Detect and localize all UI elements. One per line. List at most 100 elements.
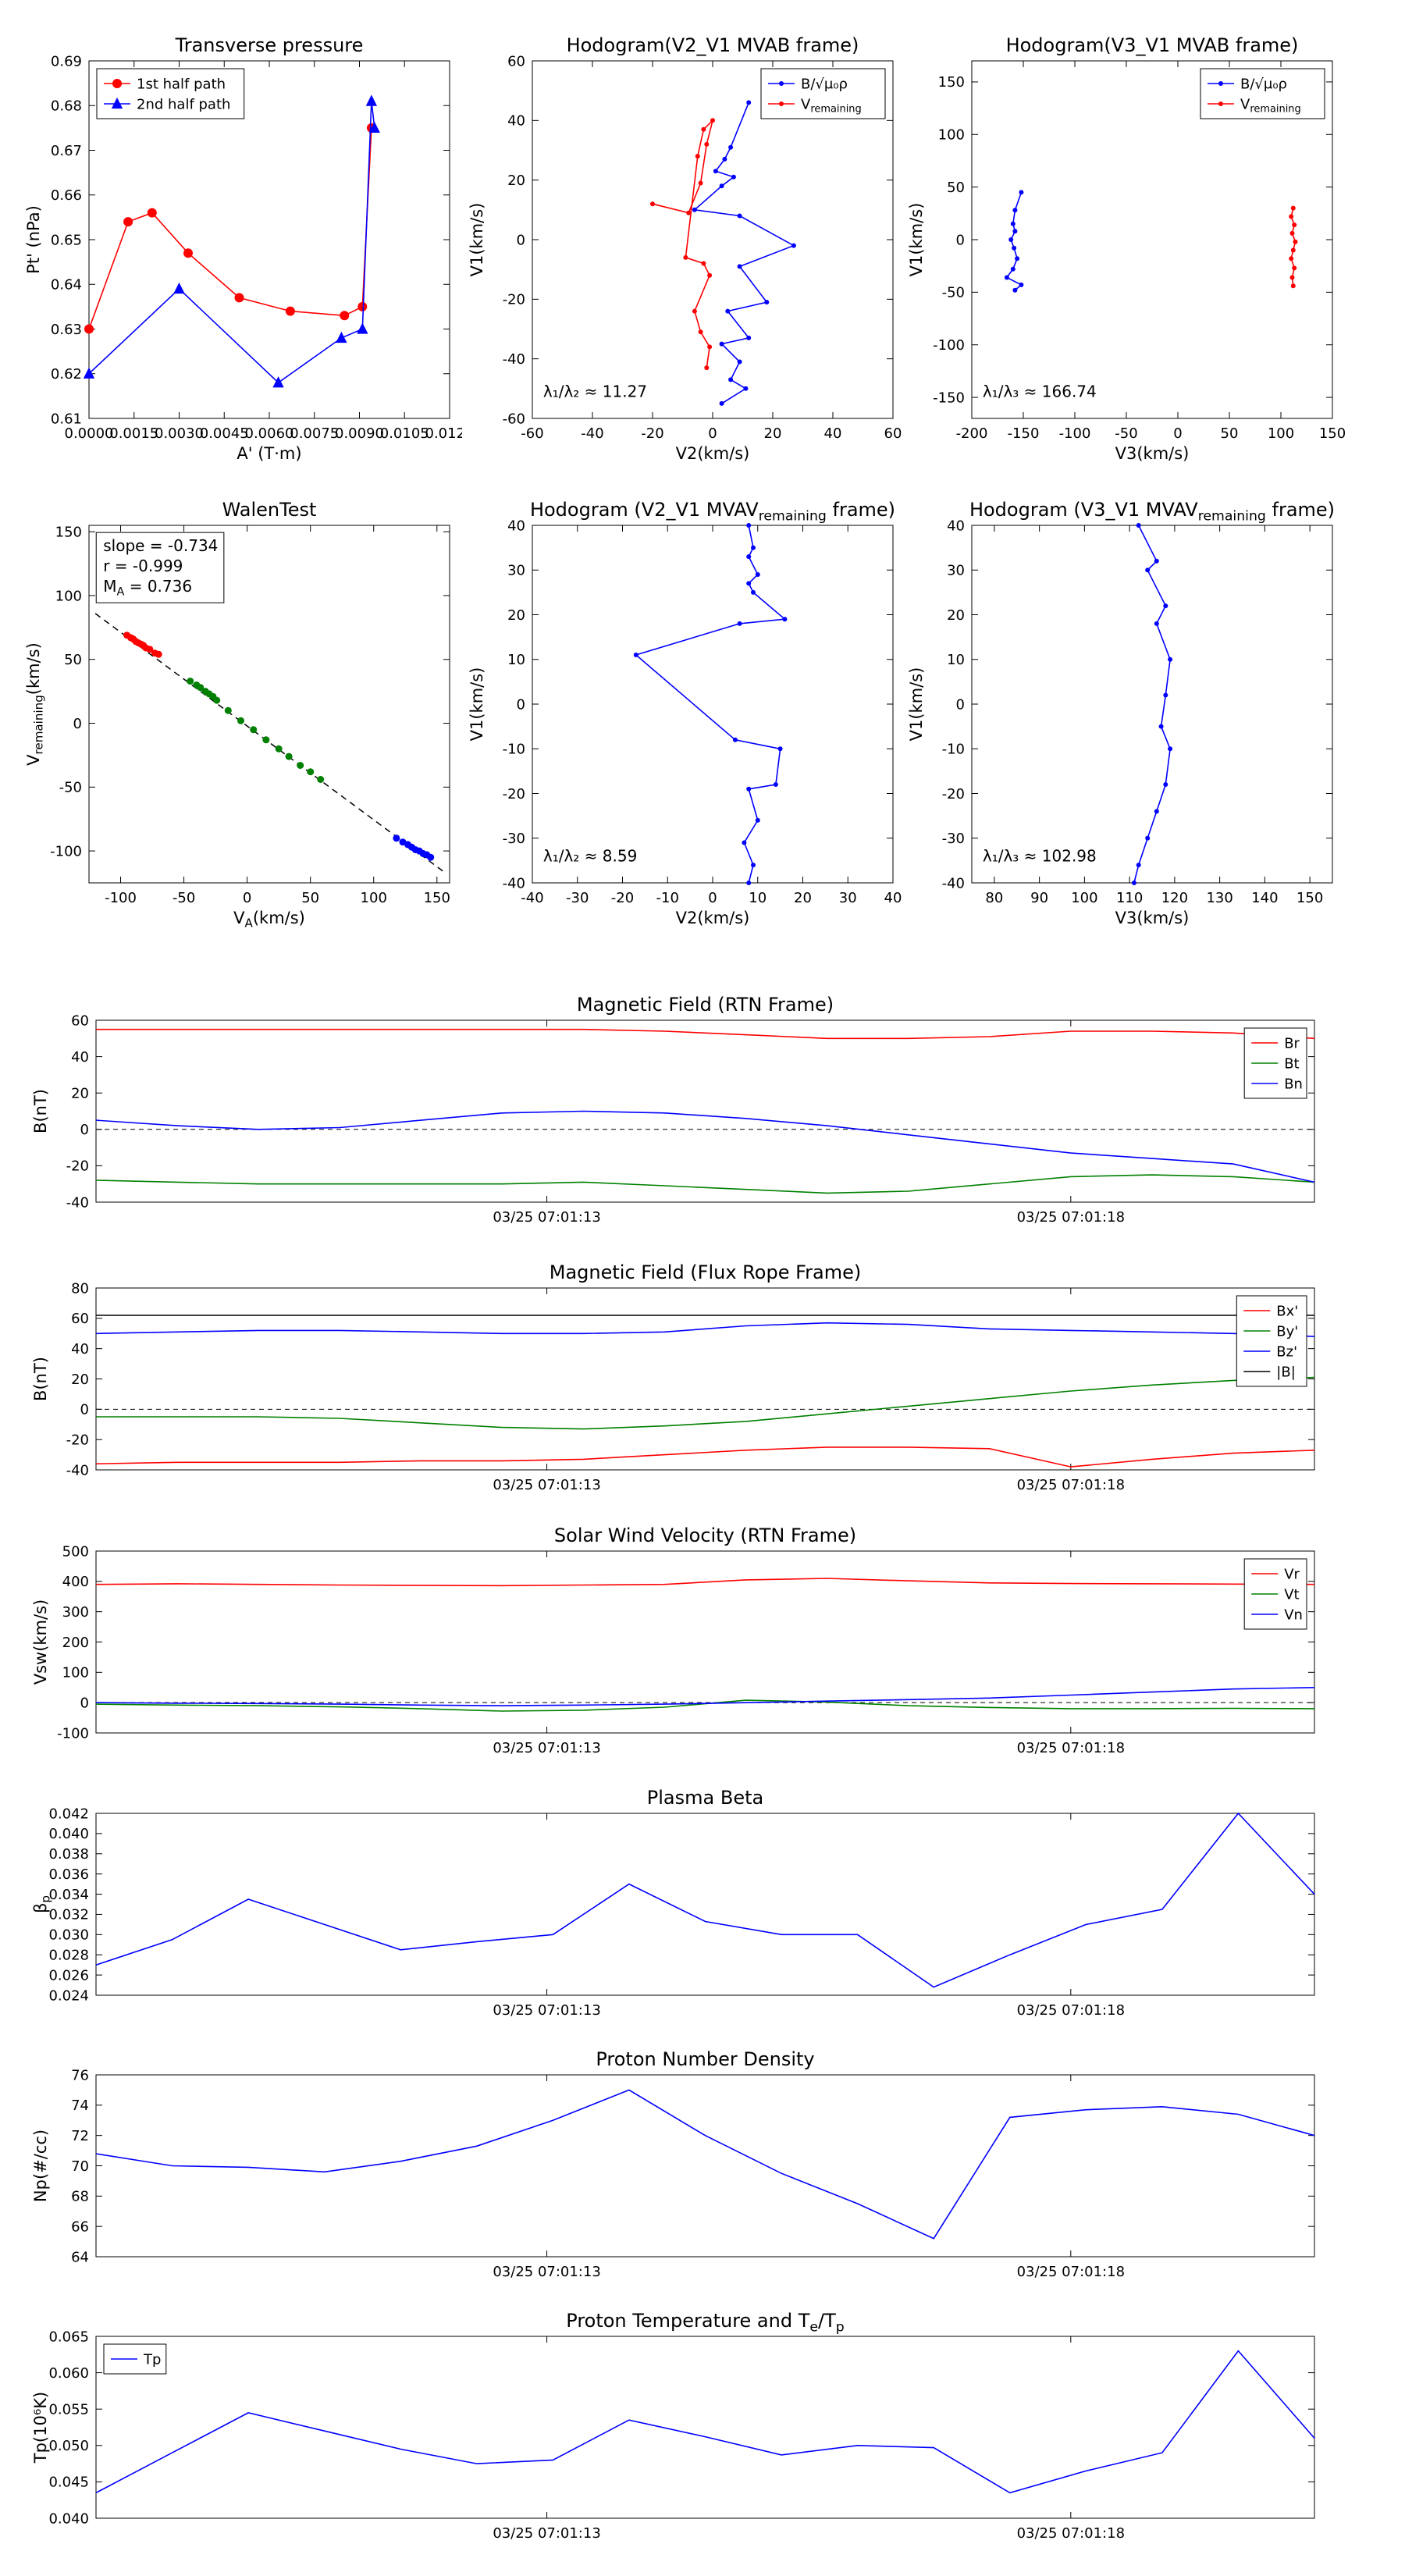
x-tick-label: -50 — [173, 890, 195, 906]
x-tick-label: 0.0075 — [290, 425, 339, 442]
axes-frame — [95, 1287, 1315, 1471]
series-marker — [1145, 568, 1151, 573]
series-marker — [746, 581, 752, 586]
series-marker — [1293, 239, 1298, 244]
chart-title: Solar Wind Velocity (RTN Frame) — [554, 1525, 856, 1546]
series-marker — [737, 213, 742, 219]
y-tick-label: -20 — [66, 1432, 89, 1448]
y-tick-label: -100 — [57, 1725, 89, 1742]
series-marker — [755, 817, 760, 823]
x-tick-label: -50 — [1115, 425, 1137, 442]
y-tick-label: -40 — [503, 351, 525, 368]
y-tick-label: 40 — [71, 1049, 89, 1066]
chart-svg-hodogram-v3v1-mvab: -200 -150 -100 -50 0 50 100 150 -150 -100 -50 0 50 10… — [907, 34, 1345, 463]
x-tick-label: 100 — [361, 890, 387, 906]
series-marker — [187, 678, 194, 685]
annotation-line: r = -0.999 — [103, 557, 183, 575]
chart-svg-vsw-rtn: 03/25 07:01:13 03/25 07:01:18 -100 0 100 200 3… — [31, 1525, 1315, 1756]
series-marker — [686, 210, 692, 215]
annotation-line: slope = -0.734 — [103, 536, 218, 555]
axes-frame — [95, 2074, 1315, 2258]
x-tick-label: 0 — [708, 425, 717, 442]
series-marker — [707, 272, 713, 278]
series-marker — [340, 311, 350, 321]
series-marker — [1010, 221, 1016, 226]
series-marker — [698, 329, 703, 335]
y-tick-label: 20 — [507, 607, 525, 624]
legend-label: B/√μ₀ρ — [1240, 76, 1287, 92]
y-tick-label: 300 — [62, 1604, 89, 1621]
legend-label: Vr — [1284, 1566, 1300, 1582]
series-marker — [719, 400, 724, 406]
x-tick-label: 100 — [1268, 425, 1294, 442]
y-tick-label: -20 — [942, 786, 965, 802]
y-axis-label: Pt' (nPa) — [24, 205, 43, 274]
y-axis-label: Vsw(km/s) — [31, 1599, 50, 1685]
series-marker — [779, 81, 784, 86]
y-tick-label: -10 — [942, 742, 965, 758]
series-marker — [650, 201, 655, 207]
series-marker — [275, 745, 283, 753]
series-marker — [111, 97, 123, 109]
series-marker — [732, 737, 738, 742]
x-tick-label: 100 — [1071, 890, 1097, 906]
series-marker — [1154, 558, 1159, 564]
series-marker — [751, 545, 756, 550]
series-line-Bz' — [95, 1322, 1315, 1337]
x-tick-label: 0 — [708, 890, 717, 906]
chart-svg-mag-rtn: 03/25 07:01:13 03/25 07:01:18 -40 -20 0 20 40 6… — [31, 994, 1315, 1226]
y-tick-label: 0.66 — [51, 187, 82, 204]
x-tick-label: 90 — [1030, 890, 1048, 906]
x-tick-label: 03/25 07:01:13 — [493, 1740, 600, 1756]
y-tick-label: 40 — [947, 518, 965, 534]
series-line-Bx' — [95, 1446, 1315, 1468]
y-tick-label: 0.69 — [51, 53, 82, 69]
chart-magnetic-field-fluxrope: 03/25 07:01:13 03/25 07:01:18 -40 -20 0 20 40 6… — [22, 1258, 1324, 1495]
y-tick-label: 60 — [71, 1012, 89, 1029]
y-tick-label: 50 — [64, 652, 82, 668]
series-marker — [1292, 222, 1297, 228]
chart-svg-hodogram-v2v1-mvab: -60 -40 -20 0 20 40 60 -60 -40 -20 0 20 40 60 λ₁/λ₂ ≈ … — [468, 34, 902, 463]
chart-title: Hodogram(V3_V1 MVAB frame) — [1006, 34, 1299, 56]
y-tick-label: 20 — [947, 607, 965, 624]
series-marker — [728, 144, 734, 150]
x-tick-label: 03/25 07:01:13 — [493, 2525, 600, 2542]
series-marker — [146, 646, 154, 653]
series-marker — [237, 717, 244, 724]
x-tick-label: 10 — [749, 890, 767, 906]
x-tick-label: -200 — [956, 425, 988, 442]
x-tick-label: 20 — [794, 890, 812, 906]
y-tick-label: 0 — [73, 716, 82, 732]
y-tick-label: -50 — [59, 780, 82, 796]
series-marker — [777, 746, 783, 752]
x-tick-label: -20 — [611, 890, 634, 906]
series-marker — [1019, 190, 1024, 195]
chart-proton-number-density: 03/25 07:01:13 03/25 07:01:18 64 66 68 70 72 74… — [22, 2045, 1324, 2282]
y-tick-label: 200 — [62, 1635, 89, 1651]
y-tick-label: 500 — [62, 1543, 89, 1560]
axes-frame — [88, 60, 450, 419]
series-marker — [746, 523, 752, 528]
series-marker — [1008, 237, 1014, 242]
annotation-box — [95, 532, 225, 603]
y-tick-label: -40 — [942, 875, 965, 891]
x-tick-label: 03/25 07:01:18 — [1017, 2002, 1125, 2019]
x-tick-label: 0 — [1173, 425, 1182, 442]
series-marker — [742, 840, 747, 845]
series-marker — [365, 94, 378, 106]
series-line-series0 — [94, 613, 444, 872]
series-marker — [773, 782, 778, 787]
series-marker — [791, 243, 796, 248]
series-marker — [751, 863, 756, 868]
y-axis-label: Np(#/cc) — [31, 2129, 50, 2202]
series-line-Vremaining — [1290, 208, 1297, 286]
annotation-line: MA = 0.736 — [103, 577, 192, 598]
y-tick-label: -30 — [942, 831, 965, 847]
y-tick-label: 0.032 — [48, 1907, 89, 1923]
x-tick-label: 0.0060 — [245, 425, 294, 442]
series-marker — [1163, 692, 1168, 698]
series-marker — [123, 217, 133, 227]
legend-label: Vn — [1284, 1606, 1303, 1623]
series-marker — [1136, 863, 1141, 868]
